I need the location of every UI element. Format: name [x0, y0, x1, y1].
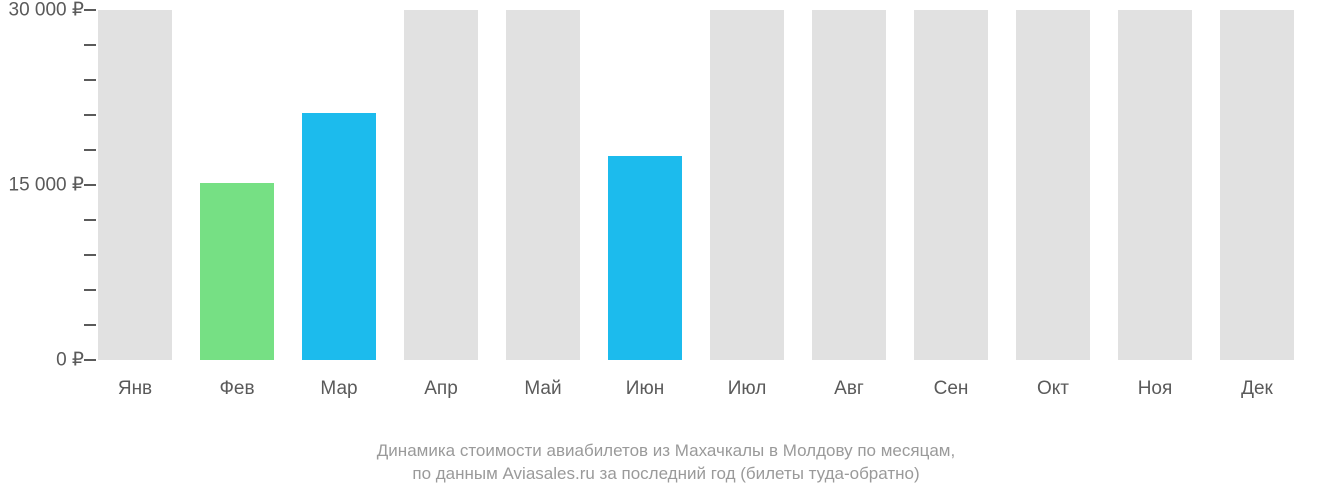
caption-line-1: Динамика стоимости авиабилетов из Махачк…	[377, 441, 955, 460]
x-axis-label: Сен	[934, 378, 969, 400]
bar	[302, 113, 376, 360]
bar	[1118, 10, 1192, 360]
y-axis-label: 30 000 ₽	[9, 0, 84, 22]
bar	[1220, 10, 1294, 360]
x-axis-label: Ноя	[1138, 378, 1173, 400]
bar	[914, 10, 988, 360]
bar	[404, 10, 478, 360]
x-axis-label: Авг	[834, 378, 864, 400]
y-tick-minor	[84, 149, 96, 151]
x-axis-label: Окт	[1037, 378, 1069, 400]
x-axis-label: Апр	[424, 378, 458, 400]
price-chart: 0 ₽ 15 000 ₽ 30 000 ₽ Янв Фев Мар Апр Май Июн Июл…	[0, 0, 1332, 502]
bar	[710, 10, 784, 360]
x-axis-label: Фев	[219, 378, 254, 400]
x-axis-label: Июн	[626, 378, 664, 400]
y-tick-major	[84, 359, 96, 361]
x-axis-label: Янв	[118, 378, 152, 400]
y-tick-minor	[84, 254, 96, 256]
y-axis-label: 0 ₽	[56, 349, 84, 372]
x-axis-label: Май	[524, 378, 561, 400]
bar	[98, 10, 172, 360]
bar	[506, 10, 580, 360]
x-axis-label: Мар	[320, 378, 357, 400]
y-tick-major	[84, 184, 96, 186]
x-axis-label: Июл	[728, 378, 767, 400]
y-tick-minor	[84, 114, 96, 116]
bar	[200, 183, 274, 360]
chart-caption: Динамика стоимости авиабилетов из Махачк…	[0, 440, 1332, 486]
bar	[608, 156, 682, 360]
y-tick-minor	[84, 79, 96, 81]
bar	[812, 10, 886, 360]
y-tick-minor	[84, 324, 96, 326]
y-tick-minor	[84, 289, 96, 291]
y-tick-major	[84, 9, 96, 11]
plot-area: 0 ₽15 000 ₽30 000 ₽ЯнвФевМарАпрМайИюнИюл…	[98, 10, 1322, 360]
caption-line-2: по данным Aviasales.ru за последний год …	[412, 464, 919, 483]
y-axis-label: 15 000 ₽	[9, 174, 84, 197]
x-axis-label: Дек	[1241, 378, 1273, 400]
y-tick-minor	[84, 44, 96, 46]
y-tick-minor	[84, 219, 96, 221]
bar	[1016, 10, 1090, 360]
